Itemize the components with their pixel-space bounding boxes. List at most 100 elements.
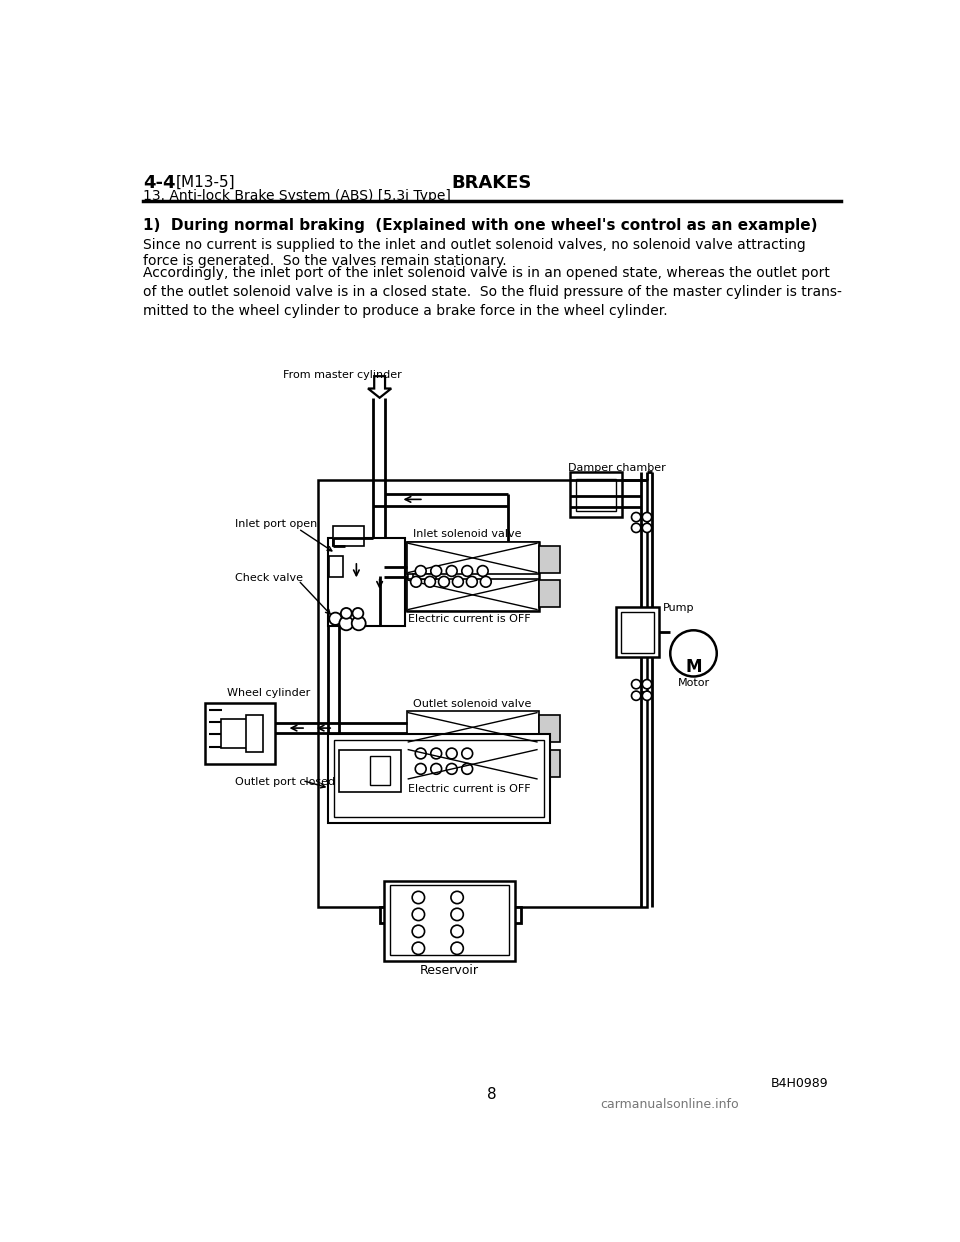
Bar — [407, 712, 539, 744]
Text: carmanualsonline.info: carmanualsonline.info — [601, 1098, 739, 1110]
Bar — [413, 574, 436, 579]
Bar — [371, 756, 390, 785]
Bar — [329, 555, 344, 578]
Circle shape — [451, 908, 464, 920]
Text: [M13-5]: [M13-5] — [176, 174, 235, 190]
Circle shape — [642, 513, 652, 522]
Circle shape — [632, 523, 641, 533]
Circle shape — [339, 616, 353, 630]
Bar — [407, 748, 539, 780]
Bar — [407, 744, 539, 748]
Circle shape — [462, 764, 472, 774]
Circle shape — [446, 565, 457, 576]
Bar — [576, 478, 616, 510]
Text: Motor: Motor — [678, 678, 709, 688]
Circle shape — [431, 565, 442, 576]
Circle shape — [341, 609, 351, 619]
Bar — [334, 740, 544, 817]
Bar — [539, 715, 561, 741]
Bar — [492, 908, 506, 923]
Text: Damper chamber: Damper chamber — [568, 463, 665, 473]
Circle shape — [431, 748, 442, 759]
Text: 13. Anti-lock Brake System (ABS) [5.3i Type]: 13. Anti-lock Brake System (ABS) [5.3i T… — [143, 189, 451, 204]
Bar — [396, 908, 409, 923]
Text: Wheel cylinder: Wheel cylinder — [227, 688, 310, 698]
Circle shape — [446, 764, 457, 774]
Circle shape — [329, 612, 342, 625]
Bar — [333, 527, 364, 545]
Text: 4-4: 4-4 — [143, 174, 176, 191]
Bar — [407, 579, 539, 611]
Text: Reservoir: Reservoir — [420, 964, 479, 976]
Bar — [411, 748, 453, 774]
Text: 8: 8 — [487, 1087, 497, 1102]
Circle shape — [412, 925, 424, 938]
Bar — [407, 542, 539, 611]
Bar — [379, 908, 394, 923]
Circle shape — [642, 523, 652, 533]
Text: M: M — [685, 658, 702, 676]
Text: Electric current is OFF: Electric current is OFF — [408, 784, 531, 795]
Circle shape — [642, 679, 652, 689]
Bar — [339, 750, 401, 792]
Bar — [539, 580, 561, 607]
Circle shape — [642, 691, 652, 700]
Circle shape — [412, 908, 424, 920]
Circle shape — [670, 630, 717, 677]
Circle shape — [416, 748, 426, 759]
Text: Inlet port open: Inlet port open — [234, 519, 317, 529]
Text: BRAKES: BRAKES — [452, 174, 532, 191]
Bar — [246, 715, 263, 751]
Text: From master cylinder: From master cylinder — [283, 370, 401, 380]
Text: B4H0989: B4H0989 — [771, 1077, 828, 1090]
Bar — [616, 607, 659, 657]
Circle shape — [632, 679, 641, 689]
Circle shape — [416, 764, 426, 774]
Circle shape — [477, 565, 488, 576]
Bar — [205, 703, 275, 764]
Circle shape — [462, 565, 472, 576]
Circle shape — [439, 576, 449, 587]
Circle shape — [412, 943, 424, 954]
Circle shape — [451, 943, 464, 954]
Circle shape — [451, 892, 464, 904]
Circle shape — [632, 691, 641, 700]
Text: Outlet port closed: Outlet port closed — [234, 776, 335, 786]
Bar — [383, 750, 438, 771]
Circle shape — [352, 609, 363, 619]
Text: Accordingly, the inlet port of the inlet solenoid valve is in an opened state, w: Accordingly, the inlet port of the inlet… — [143, 266, 842, 318]
Circle shape — [351, 616, 366, 630]
Circle shape — [467, 576, 477, 587]
Text: Electric current is OFF: Electric current is OFF — [408, 614, 531, 625]
Circle shape — [632, 513, 641, 522]
Bar — [569, 472, 622, 517]
Bar — [383, 881, 516, 961]
FancyArrow shape — [368, 376, 392, 397]
Text: Check valve: Check valve — [234, 573, 302, 582]
Bar — [621, 612, 654, 652]
Circle shape — [416, 565, 426, 576]
Text: Inlet solenoid valve: Inlet solenoid valve — [413, 529, 521, 539]
Circle shape — [411, 576, 421, 587]
Circle shape — [431, 764, 442, 774]
Bar — [539, 545, 561, 573]
Bar — [327, 734, 550, 822]
Circle shape — [462, 748, 472, 759]
Circle shape — [424, 576, 436, 587]
Text: 1)  During normal braking  (Explained with one wheel's control as an example): 1) During normal braking (Explained with… — [143, 219, 818, 233]
Circle shape — [452, 576, 464, 587]
Bar — [318, 481, 647, 908]
Text: Since no current is supplied to the inlet and outlet solenoid valves, no solenoi: Since no current is supplied to the inle… — [143, 237, 806, 268]
Bar — [390, 886, 509, 955]
Circle shape — [412, 892, 424, 904]
Bar — [407, 542, 539, 574]
Bar — [327, 538, 405, 626]
Bar — [508, 908, 521, 923]
Circle shape — [480, 576, 492, 587]
Circle shape — [451, 925, 464, 938]
Bar — [539, 750, 561, 776]
Text: Pump: Pump — [662, 604, 694, 614]
Circle shape — [446, 748, 457, 759]
Bar — [221, 719, 248, 748]
Text: Outlet solenoid valve: Outlet solenoid valve — [413, 699, 531, 709]
